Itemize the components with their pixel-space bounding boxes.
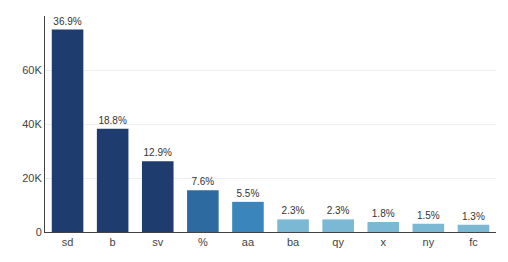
svg-text:1.5%: 1.5% (417, 210, 440, 221)
svg-text:12.9%: 12.9% (144, 147, 172, 158)
svg-text:0: 0 (36, 226, 42, 238)
svg-text:%: % (198, 236, 208, 248)
svg-text:sd: sd (62, 236, 74, 248)
svg-text:60K: 60K (22, 64, 42, 76)
svg-text:fc: fc (469, 236, 478, 248)
svg-text:ba: ba (287, 236, 300, 248)
svg-text:1.8%: 1.8% (372, 208, 395, 219)
svg-text:40K: 40K (22, 118, 42, 130)
svg-text:sv: sv (152, 236, 164, 248)
svg-text:qy: qy (332, 236, 344, 248)
svg-text:x: x (381, 236, 387, 248)
svg-text:36.9%: 36.9% (53, 16, 81, 27)
svg-text:aa: aa (242, 236, 255, 248)
svg-text:7.6%: 7.6% (191, 176, 214, 187)
svg-text:1.3%: 1.3% (462, 211, 485, 222)
svg-text:b: b (110, 236, 116, 248)
svg-text:20K: 20K (22, 172, 42, 184)
svg-text:2.3%: 2.3% (327, 205, 350, 216)
svg-text:ny: ny (423, 236, 435, 248)
svg-text:2.3%: 2.3% (282, 205, 305, 216)
svg-text:18.8%: 18.8% (98, 115, 126, 126)
svg-text:5.5%: 5.5% (237, 188, 260, 199)
